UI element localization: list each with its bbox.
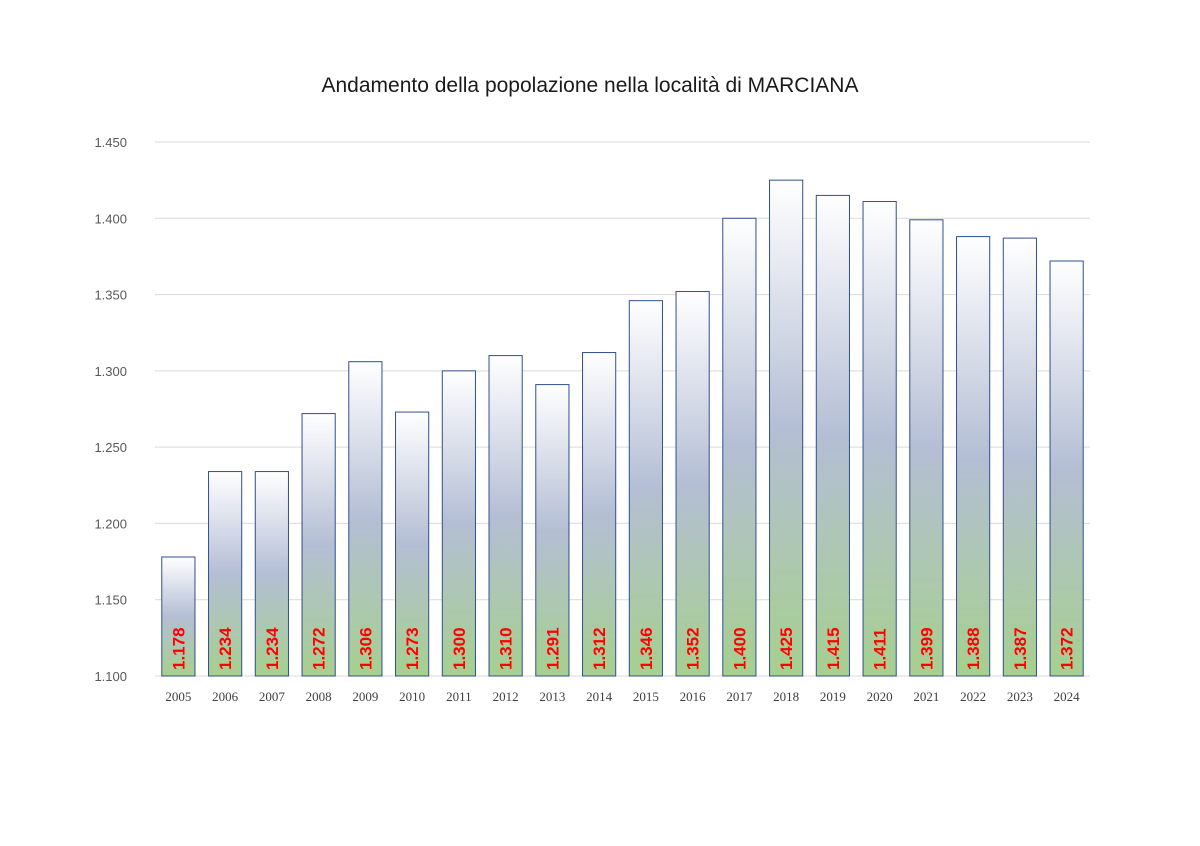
data-label: 1.372 xyxy=(1058,627,1077,670)
bar-2020 xyxy=(862,201,897,677)
x-tick-label: 2020 xyxy=(867,689,893,704)
bar-2019 xyxy=(815,194,850,677)
data-label: 1.306 xyxy=(356,627,375,670)
y-tick-label: 1.250 xyxy=(94,440,127,455)
y-tick-label: 1.300 xyxy=(94,364,127,379)
gridlines xyxy=(155,141,1090,677)
data-label: 1.399 xyxy=(917,627,936,670)
data-label: 1.387 xyxy=(1011,627,1030,670)
x-tick-label: 2012 xyxy=(493,689,519,704)
bar-2021 xyxy=(909,219,944,677)
bar-2010 xyxy=(395,411,430,677)
x-axis: 2005 2006 2007 2008 2009 2010 2011 2012 2013 2014… xyxy=(165,689,1080,704)
data-label: 1.272 xyxy=(310,627,329,670)
chart-title: Andamento della popolazione nella locali… xyxy=(321,74,859,97)
x-tick-label: 2016 xyxy=(680,689,707,704)
data-label: 1.415 xyxy=(824,627,843,670)
y-tick-label: 1.200 xyxy=(94,516,127,531)
bar-2022 xyxy=(956,236,991,677)
bar-2006 xyxy=(208,471,243,677)
bar-2007 xyxy=(254,471,289,677)
bar-2005 xyxy=(161,556,196,677)
x-tick-label: 2011 xyxy=(446,689,472,704)
bar-2009 xyxy=(348,361,383,677)
x-tick-label: 2018 xyxy=(773,689,799,704)
y-tick-label: 1.150 xyxy=(94,593,127,608)
data-label: 1.310 xyxy=(497,627,516,670)
bars xyxy=(161,179,1084,677)
data-label: 1.291 xyxy=(543,627,562,670)
x-tick-label: 2021 xyxy=(913,689,939,704)
x-tick-label: 2007 xyxy=(259,689,286,704)
x-tick-label: 2008 xyxy=(306,689,332,704)
x-tick-label: 2024 xyxy=(1054,689,1081,704)
data-label: 1.346 xyxy=(637,627,656,670)
bar-2011 xyxy=(441,370,476,677)
data-label: 1.388 xyxy=(964,627,983,670)
bar-2018 xyxy=(769,179,804,677)
data-label: 1.312 xyxy=(590,627,609,670)
data-label: 1.273 xyxy=(403,627,422,670)
x-tick-label: 2005 xyxy=(165,689,191,704)
y-tick-label: 1.450 xyxy=(94,135,127,150)
data-label: 1.425 xyxy=(777,627,796,670)
x-tick-label: 2015 xyxy=(633,689,659,704)
y-tick-label: 1.100 xyxy=(94,669,127,684)
x-tick-label: 2013 xyxy=(539,689,565,704)
x-tick-label: 2010 xyxy=(399,689,425,704)
y-tick-label: 1.400 xyxy=(94,211,127,226)
x-tick-label: 2009 xyxy=(352,689,378,704)
bar-2014 xyxy=(582,352,617,677)
data-label: 1.300 xyxy=(450,627,469,670)
data-labels: 1.178 1.234 1.234 1.272 1.306 1.273 1.300 1.310… xyxy=(169,627,1076,670)
x-tick-label: 2019 xyxy=(820,689,846,704)
data-label: 1.411 xyxy=(871,628,890,670)
bar-2015 xyxy=(628,300,663,677)
x-tick-label: 2006 xyxy=(212,689,239,704)
data-label: 1.234 xyxy=(263,627,282,670)
bar-2016 xyxy=(675,291,710,677)
x-tick-label: 2014 xyxy=(586,689,613,704)
bar-2017 xyxy=(722,217,757,677)
x-tick-label: 2022 xyxy=(960,689,986,704)
bar-2024 xyxy=(1049,260,1084,677)
x-tick-label: 2017 xyxy=(726,689,753,704)
y-tick-label: 1.350 xyxy=(94,288,127,303)
bar-2008 xyxy=(301,413,336,677)
bar-2023 xyxy=(1002,237,1037,677)
data-label: 1.352 xyxy=(684,627,703,670)
bar-2012 xyxy=(488,355,523,677)
x-tick-label: 2023 xyxy=(1007,689,1033,704)
bar-2013 xyxy=(535,384,570,677)
y-axis: 1.100 1.150 1.200 1.250 1.300 1.350 1.400 1.450 xyxy=(94,135,127,684)
data-label: 1.400 xyxy=(730,627,749,670)
data-label: 1.178 xyxy=(169,627,188,670)
data-label: 1.234 xyxy=(216,627,235,670)
